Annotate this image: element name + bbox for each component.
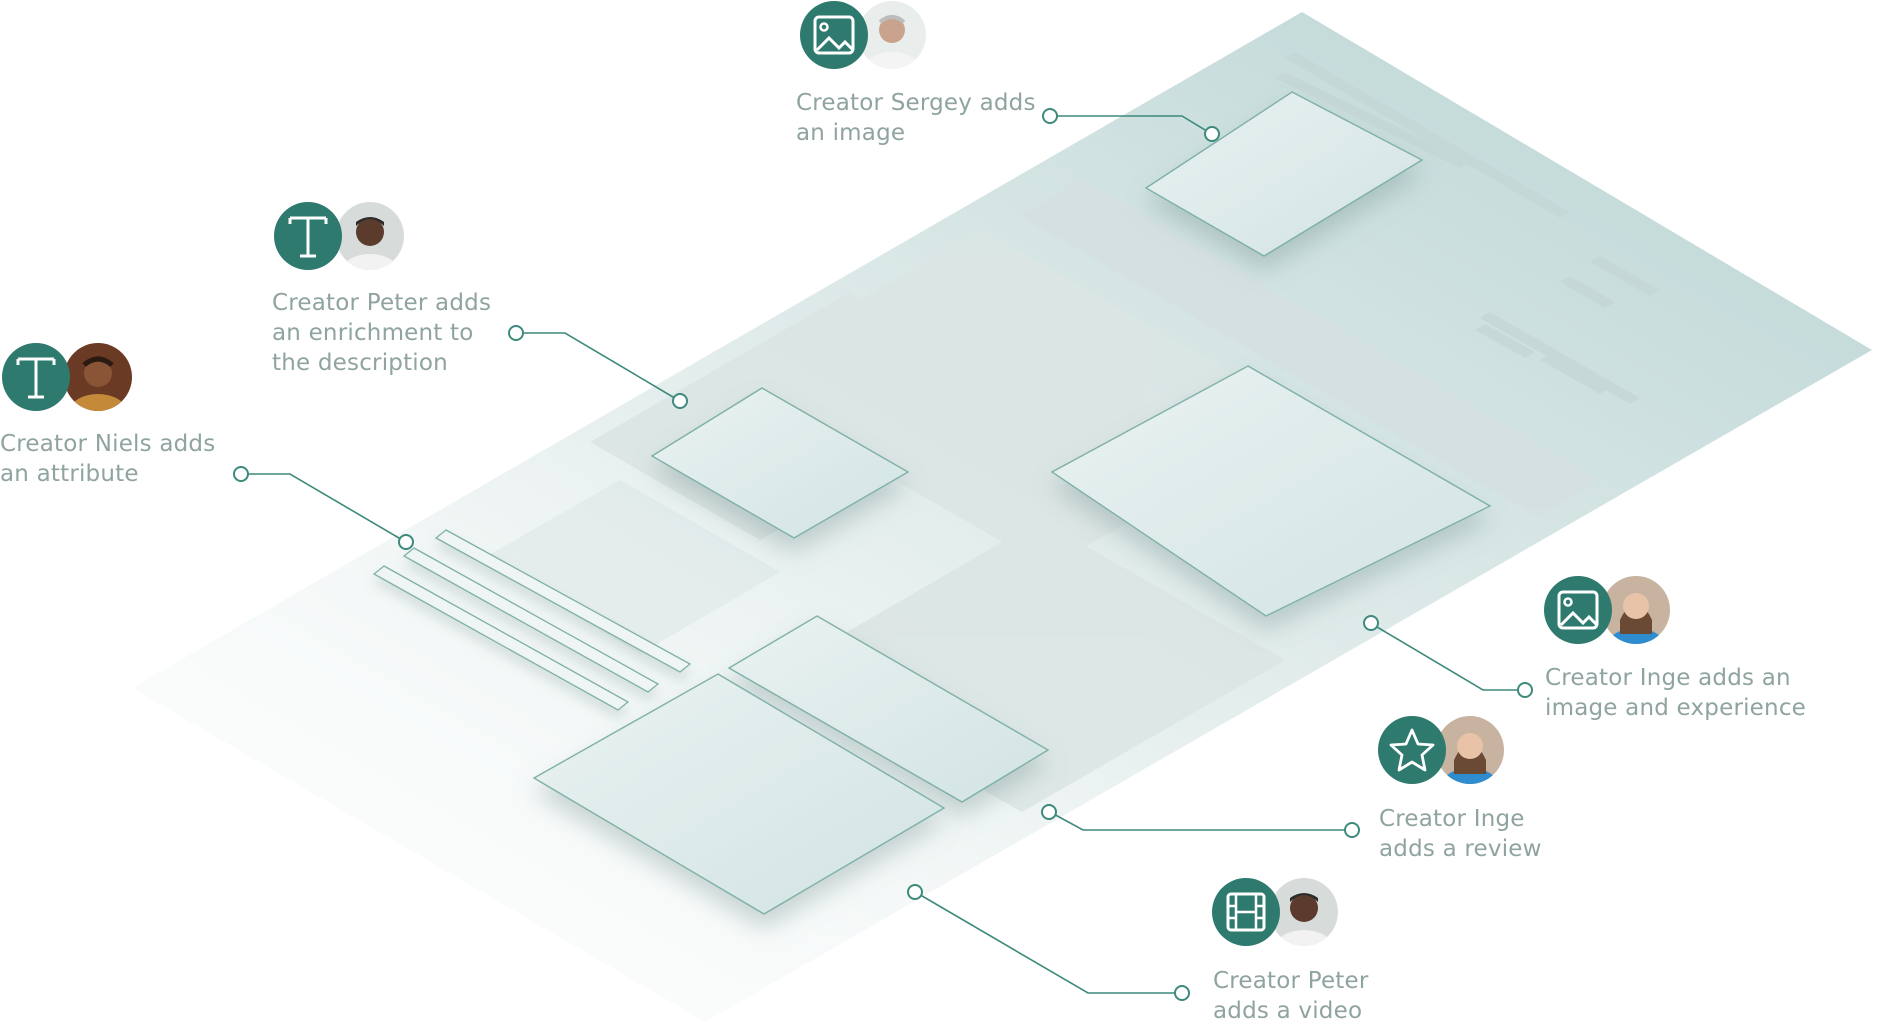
annotation-label-inge-review: Creator Inge adds a review (1379, 806, 1542, 862)
floating-card-video (532, 673, 946, 915)
floating-card-image-top (1144, 91, 1424, 257)
annotation-label-sergey: Creator Sergey adds an image (796, 90, 1036, 146)
film-icon (1212, 878, 1280, 946)
text-t-icon (274, 202, 342, 270)
attribute-bars (372, 529, 692, 711)
floating-card-review (727, 615, 1050, 803)
image-icon (800, 1, 868, 69)
avatar-peter (1270, 878, 1338, 946)
annotation-label-peter-video: Creator Peter adds a video (1213, 968, 1369, 1024)
connector-endpoints (233, 108, 1533, 1001)
page-header-placeholders (1275, 52, 1660, 404)
connector-lines (243, 115, 1523, 994)
star-icon (1378, 716, 1446, 784)
avatar-sergey (858, 1, 926, 69)
floating-card-description (650, 387, 910, 539)
avatar-inge (1436, 716, 1504, 784)
image-icon (1544, 576, 1612, 644)
floating-card-main-image (1050, 365, 1492, 617)
annotation-label-peter-enrichment: Creator Peter adds an enrichment to the … (272, 290, 492, 376)
text-t-icon (2, 343, 70, 411)
annotation-label-inge-image: Creator Inge adds an image and experienc… (1545, 665, 1807, 721)
avatar-inge (1602, 576, 1670, 644)
annotation-label-niels: Creator Niels adds an attribute (0, 431, 216, 487)
avatar-niels (64, 343, 132, 411)
product-grid-tiles (1020, 180, 1600, 516)
avatar-peter (336, 202, 404, 270)
